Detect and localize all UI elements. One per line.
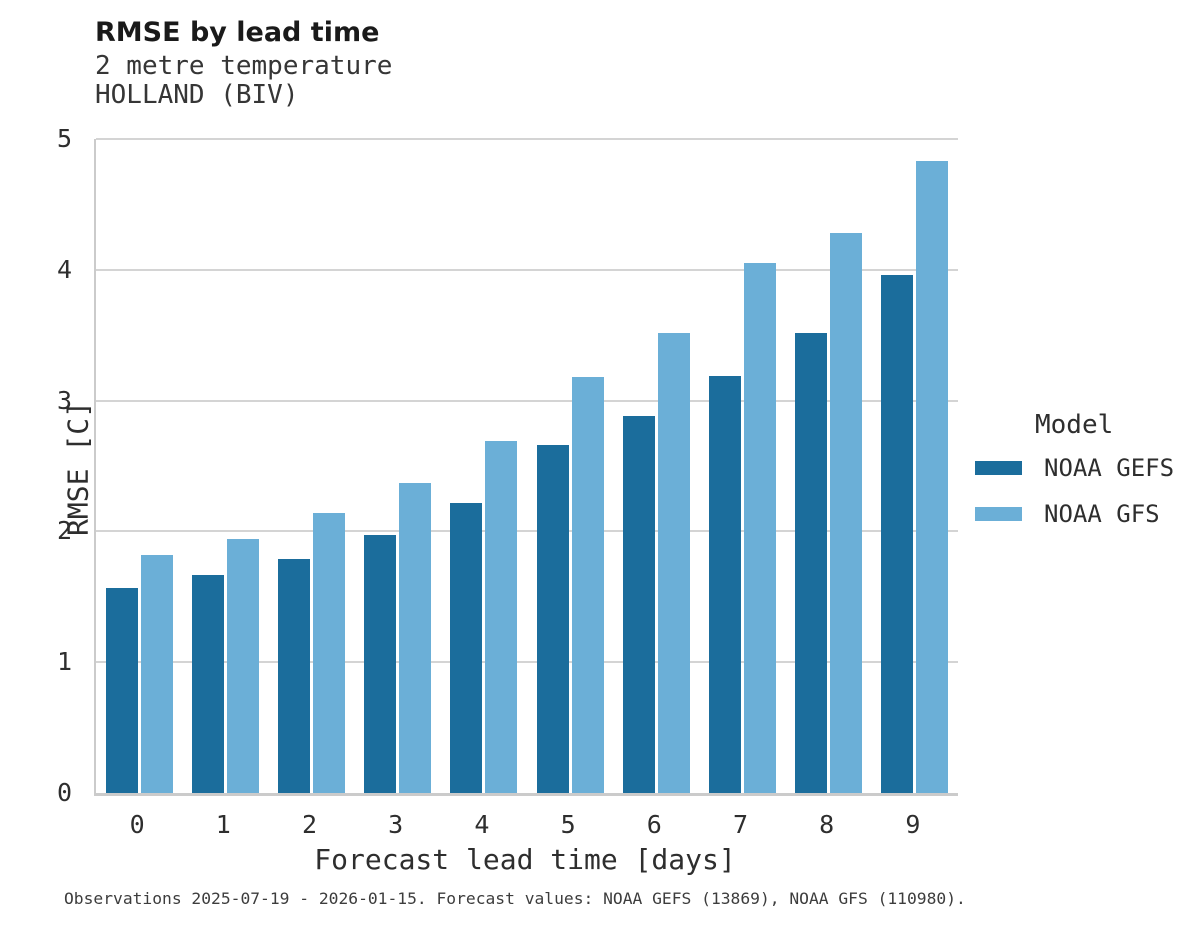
legend-swatch-icon (975, 507, 1022, 521)
y-tick-label-1: 1 (56, 647, 72, 677)
footer-note: Observations 2025-07-19 - 2026-01-15. Fo… (64, 889, 966, 908)
chart-subtitle-station: HOLLAND (BIV) (95, 80, 299, 110)
bar-noaa-gefs-lead6 (622, 416, 655, 793)
bar-noaa-gfs-lead4 (485, 441, 518, 793)
legend-title: Model (1035, 410, 1114, 440)
bar-noaa-gfs-lead8 (830, 233, 863, 793)
gridline-y2 (96, 530, 958, 533)
x-tick-label-9: 9 (905, 810, 921, 839)
y-tick-label-0: 0 (56, 778, 72, 807)
y-tick-label-4: 4 (56, 254, 72, 284)
gridline-y1 (96, 661, 958, 664)
x-tick-label-7: 7 (732, 810, 749, 839)
legend-entry-noaa-gfs: NOAA GFS (975, 500, 1174, 528)
bar-noaa-gefs-lead9 (881, 275, 914, 793)
plot-area (94, 138, 958, 796)
bar-noaa-gfs-lead5 (571, 377, 604, 793)
bar-noaa-gfs-lead1 (226, 539, 259, 793)
gridline-y4 (96, 268, 958, 271)
bar-noaa-gfs-lead6 (657, 332, 690, 793)
bar-noaa-gefs-lead7 (709, 375, 741, 793)
bar-noaa-gefs-lead0 (105, 587, 138, 793)
x-tick-label-0: 0 (129, 810, 145, 839)
legend-label: NOAA GFS (1044, 500, 1160, 528)
bar-noaa-gefs-lead4 (450, 502, 483, 793)
bar-noaa-gefs-lead5 (536, 445, 569, 793)
bar-noaa-gefs-lead8 (795, 332, 828, 793)
bar-noaa-gefs-lead1 (191, 574, 224, 793)
x-tick-label-1: 1 (215, 810, 231, 839)
legend-entry-noaa-gefs: NOAA GEFS (975, 454, 1174, 482)
y-tick-label-3: 3 (56, 385, 72, 415)
x-tick-label-4: 4 (474, 810, 490, 839)
y-tick-label-2: 2 (56, 516, 72, 546)
x-tick-label-5: 5 (560, 810, 576, 839)
x-axis-label: Forecast lead time [days] (314, 843, 736, 876)
x-tick-label-2: 2 (301, 810, 318, 839)
legend: Model NOAA GEFS NOAA GFS (975, 410, 1174, 546)
legend-label: NOAA GEFS (1044, 454, 1175, 482)
bar-noaa-gefs-lead3 (364, 535, 397, 793)
bar-noaa-gfs-lead9 (916, 161, 949, 793)
gridline-y3 (96, 399, 958, 402)
x-tick-label-8: 8 (819, 810, 835, 839)
bar-noaa-gfs-lead0 (140, 554, 173, 793)
bar-noaa-gfs-lead2 (313, 513, 345, 793)
legend-swatch-icon (975, 461, 1022, 475)
y-tick-label-5: 5 (56, 124, 72, 153)
y-axis-label: RMSE [C] (61, 401, 95, 536)
chart-title: RMSE by lead time (95, 17, 380, 48)
bar-noaa-gefs-lead2 (278, 558, 310, 793)
chart-subtitle-variable: 2 metre temperature (95, 51, 393, 81)
gridline-y5 (96, 138, 958, 140)
x-tick-label-6: 6 (646, 810, 662, 839)
bar-noaa-gfs-lead7 (744, 263, 776, 793)
x-tick-label-3: 3 (388, 810, 404, 839)
bar-noaa-gfs-lead3 (399, 483, 432, 793)
